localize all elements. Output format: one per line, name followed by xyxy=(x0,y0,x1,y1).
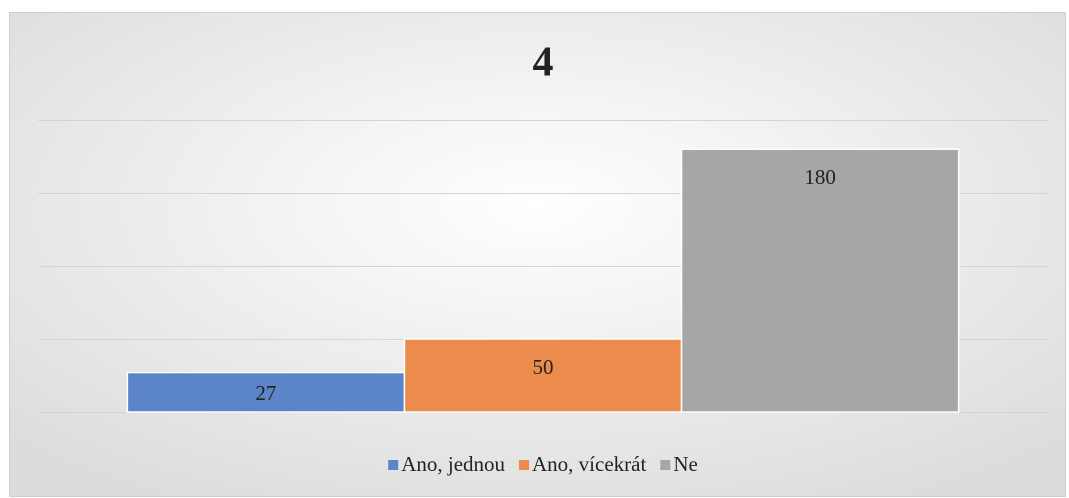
data-label: 50 xyxy=(533,355,554,379)
bar xyxy=(126,371,406,413)
legend-swatch xyxy=(519,460,530,470)
legend-swatch xyxy=(660,460,671,470)
data-label: 27 xyxy=(255,381,276,405)
bar xyxy=(680,148,960,413)
legend-label: Ano, vícekrát xyxy=(532,452,646,476)
legend-label: Ne xyxy=(673,452,698,476)
bar xyxy=(403,338,683,413)
legend-label: Ano, jednou xyxy=(401,452,505,476)
data-label: 180 xyxy=(804,165,836,189)
legend-swatch xyxy=(388,460,399,470)
chart-title: 4 xyxy=(533,40,554,86)
